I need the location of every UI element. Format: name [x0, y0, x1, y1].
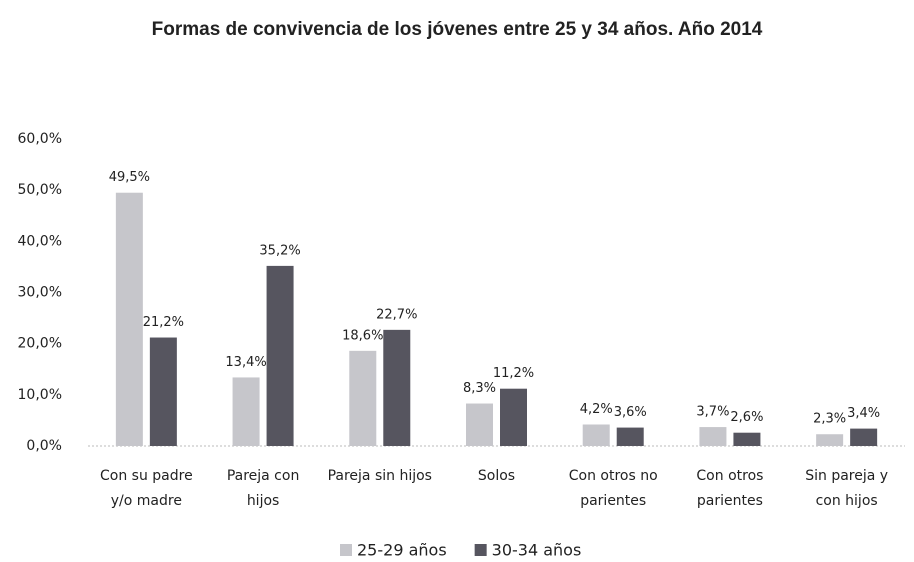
value-label: 3,7%: [696, 405, 729, 420]
bar: [149, 337, 177, 446]
bar: [500, 388, 527, 446]
value-label: 8,3%: [463, 381, 496, 396]
bar: [349, 350, 377, 446]
legend-label: 25-29 años: [357, 541, 447, 560]
legend-swatch: [474, 544, 487, 556]
x-tick-label: y/o madre: [111, 493, 182, 509]
value-label: 35,2%: [259, 243, 300, 258]
y-tick-label: 50,0%: [18, 182, 62, 198]
bar: [383, 329, 411, 446]
y-tick-label: 30,0%: [18, 285, 62, 301]
value-label: 18,6%: [342, 328, 383, 343]
bar: [699, 427, 727, 446]
value-label: 2,6%: [730, 410, 763, 425]
value-label: 2,3%: [813, 412, 846, 427]
y-tick-label: 40,0%: [18, 233, 62, 249]
bar: [115, 192, 143, 446]
value-label: 13,4%: [225, 355, 266, 370]
y-tick-label: 0,0%: [26, 438, 62, 454]
x-tick-label: Con su padre: [100, 468, 193, 484]
y-tick-label: 60,0%: [18, 131, 62, 147]
value-label: 3,4%: [847, 406, 880, 421]
legend-swatch: [340, 544, 352, 556]
value-label: 22,7%: [376, 307, 417, 322]
value-label: 4,2%: [580, 402, 613, 417]
bar: [266, 265, 294, 446]
x-tick-label: Sin pareja y: [805, 468, 888, 484]
x-tick-label: hijos: [247, 493, 280, 509]
value-label: 3,6%: [614, 405, 647, 420]
value-label: 11,2%: [493, 366, 534, 381]
bar: [733, 432, 761, 446]
x-tick-label: con hijos: [816, 493, 878, 509]
x-tick-label: Pareja con: [227, 468, 300, 484]
x-tick-label: parientes: [580, 493, 646, 509]
value-label: 49,5%: [109, 170, 150, 185]
x-tick-label: parientes: [697, 493, 763, 509]
y-tick-label: 20,0%: [18, 336, 62, 352]
y-tick-label: 10,0%: [18, 387, 62, 403]
x-tick-label: Solos: [478, 468, 515, 484]
x-tick-label: Pareja sin hijos: [328, 468, 432, 484]
bar: [850, 428, 878, 446]
bar: [466, 403, 493, 446]
x-tick-label: Con otros no: [569, 468, 658, 484]
value-label: 21,2%: [143, 315, 184, 330]
bar: [232, 377, 260, 446]
chart-title: Formas de convivencia de los jóvenes ent…: [152, 19, 763, 40]
bar: [616, 427, 644, 446]
legend-label: 30-34 años: [492, 541, 582, 560]
bar: [582, 424, 610, 446]
bar: [816, 434, 844, 446]
x-tick-label: Con otros: [696, 468, 763, 484]
